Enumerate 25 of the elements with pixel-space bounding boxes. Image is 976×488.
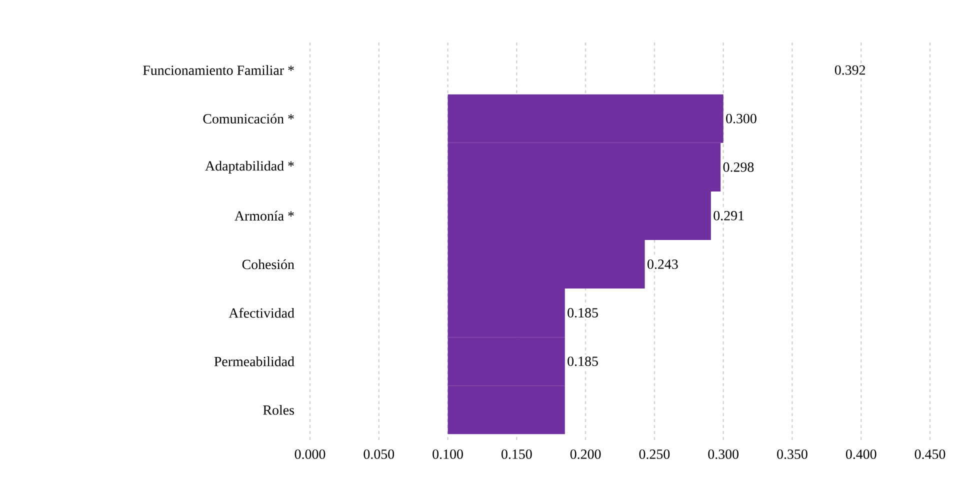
y-tick-label: Roles <box>263 404 294 415</box>
x-tick-label: 0.000 <box>294 450 326 459</box>
x-tick-label: 0.250 <box>639 450 670 459</box>
x-tick-label: 0.050 <box>364 450 394 459</box>
y-tick-label: Comunicación * <box>203 114 294 124</box>
x-tick-label: 0.300 <box>708 450 738 459</box>
data-label: 0.300 <box>726 114 756 124</box>
y-tick-label: Permeabilidad <box>214 356 294 366</box>
x-tick-label: 0.200 <box>570 450 601 459</box>
data-label: 0.298 <box>723 162 754 172</box>
data-label: 0.243 <box>648 260 678 269</box>
data-label: 0.185 <box>568 356 598 366</box>
x-tick-label: 0.100 <box>432 450 463 459</box>
data-label: 0.185 <box>568 308 598 318</box>
x-tick-label: 0.150 <box>502 450 532 459</box>
y-tick-label: Adaptabilidad * <box>205 160 294 174</box>
y-tick-label: Cohesión <box>242 259 294 270</box>
x-tick-label: 0.400 <box>846 450 876 459</box>
data-label: 0.291 <box>714 210 744 220</box>
y-tick-label: Afectividad <box>228 308 294 318</box>
y-tick-label: Funcionamiento Familiar * <box>143 65 294 75</box>
y-tick-label: Armonía * <box>234 210 294 221</box>
x-tick-label: 0.350 <box>777 450 808 459</box>
annotation: 0.392 <box>834 65 866 75</box>
x-tick-label: 0.450 <box>914 450 946 459</box>
